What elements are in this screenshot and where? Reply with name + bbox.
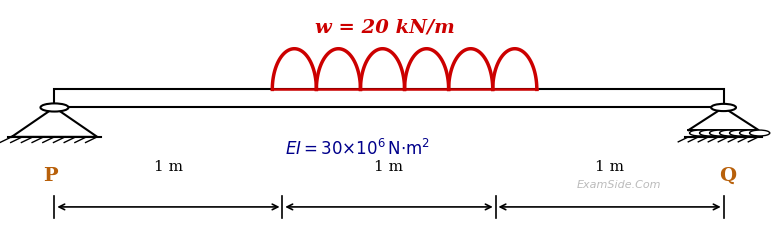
Text: Q: Q	[719, 166, 736, 184]
Polygon shape	[12, 108, 97, 137]
Circle shape	[720, 130, 740, 136]
Text: w = 20 kN/m: w = 20 kN/m	[315, 18, 455, 36]
Text: P: P	[44, 166, 58, 184]
Text: 1 m: 1 m	[595, 160, 624, 173]
Circle shape	[40, 104, 68, 112]
Text: 1 m: 1 m	[374, 160, 404, 173]
Circle shape	[730, 130, 750, 136]
Text: ExamSide.Com: ExamSide.Com	[576, 180, 661, 189]
Circle shape	[699, 130, 720, 136]
Circle shape	[710, 130, 730, 136]
Polygon shape	[689, 108, 759, 130]
Text: 1 m: 1 m	[154, 160, 183, 173]
Circle shape	[749, 130, 769, 136]
Circle shape	[689, 130, 710, 136]
Text: $EI = 30{\times}10^6 \, \mathrm{N{\cdot}m^2}$: $EI = 30{\times}10^6 \, \mathrm{N{\cdot}…	[286, 139, 430, 158]
FancyBboxPatch shape	[54, 90, 724, 108]
Circle shape	[740, 130, 760, 136]
Circle shape	[711, 104, 736, 112]
